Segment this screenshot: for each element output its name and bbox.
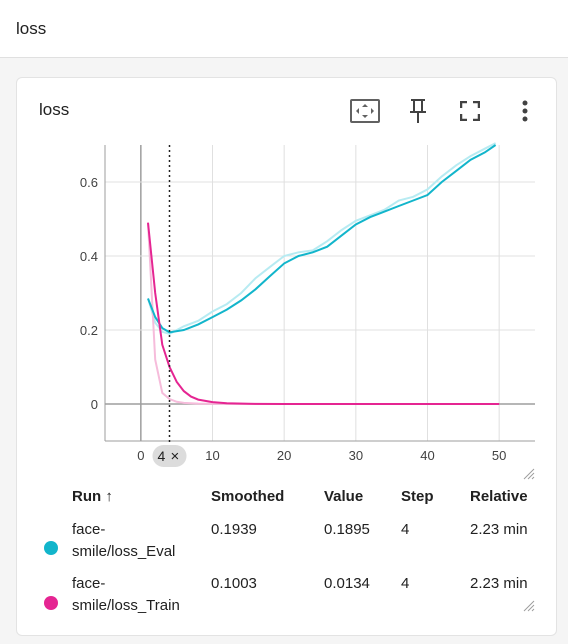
section-header: loss xyxy=(0,0,568,58)
x-tick-label: 0 xyxy=(137,448,144,463)
cell-relative: 2.23 min xyxy=(470,521,528,538)
col-run[interactable]: Run ↑ xyxy=(72,488,113,505)
step-marker-label: 4 xyxy=(158,448,166,464)
series-raw-line xyxy=(147,142,497,335)
col-smoothed[interactable]: Smoothed xyxy=(211,488,285,505)
cell-relative: 2.23 min xyxy=(470,575,528,592)
y-tick-label: 0.6 xyxy=(80,175,98,190)
series-smoothed-line xyxy=(147,144,497,334)
resize-handle-icon[interactable] xyxy=(523,468,535,480)
pin-icon xyxy=(410,99,426,123)
run-name-line: smile/loss_Eval xyxy=(72,543,176,560)
step-marker-chip[interactable] xyxy=(152,445,187,467)
run-name-line: smile/loss_Train xyxy=(72,597,180,614)
y-tick-label: 0.2 xyxy=(80,323,98,338)
run-name: face- smile/loss_Train xyxy=(72,573,202,617)
cell-step: 4 xyxy=(401,575,410,592)
pin-button[interactable] xyxy=(403,96,433,126)
col-value[interactable]: Value xyxy=(324,488,364,505)
col-step[interactable]: Step xyxy=(401,488,434,505)
x-tick-label: 30 xyxy=(349,448,363,463)
cell-smoothed: 0.1003 xyxy=(211,575,257,592)
chart-card: loss 0 0.2 0.4 0.6 0 10 20 30 40 50 xyxy=(16,77,557,636)
fullscreen-icon xyxy=(460,101,480,121)
step-marker[interactable]: 4 × xyxy=(152,445,187,467)
fit-domain-button[interactable] xyxy=(350,96,380,126)
section-title: loss xyxy=(16,19,47,38)
x-tick-label: 10 xyxy=(205,448,219,463)
cell-value: 0.1895 xyxy=(324,521,370,538)
more-vert-icon xyxy=(522,100,528,122)
table-resize-handle-icon[interactable] xyxy=(523,600,535,612)
cell-value: 0.0134 xyxy=(324,575,370,592)
run-color-dot[interactable] xyxy=(44,541,58,555)
y-tick-label: 0.4 xyxy=(80,249,98,264)
series-smoothed-line xyxy=(147,222,500,405)
x-tick-label: 20 xyxy=(277,448,291,463)
run-name: face- smile/loss_Eval xyxy=(72,519,202,563)
col-relative[interactable]: Relative xyxy=(470,488,528,505)
x-tick-label: 40 xyxy=(420,448,434,463)
fit-domain-icon xyxy=(350,99,380,123)
loss-chart[interactable]: 0 0.2 0.4 0.6 0 10 20 30 40 50 4 × xyxy=(17,78,558,478)
fullscreen-button[interactable] xyxy=(455,96,485,126)
more-button[interactable] xyxy=(510,96,540,126)
step-marker-close-icon[interactable]: × xyxy=(171,448,180,465)
card-title: loss xyxy=(39,100,70,119)
y-tick-label: 0 xyxy=(91,397,98,412)
cell-step: 4 xyxy=(401,521,410,538)
series-raw-line xyxy=(147,222,500,405)
run-color-dot[interactable] xyxy=(44,596,58,610)
cell-smoothed: 0.1939 xyxy=(211,521,257,538)
run-name-line: face- xyxy=(72,521,106,538)
x-tick-label: 50 xyxy=(492,448,506,463)
run-name-line: face- xyxy=(72,575,106,592)
